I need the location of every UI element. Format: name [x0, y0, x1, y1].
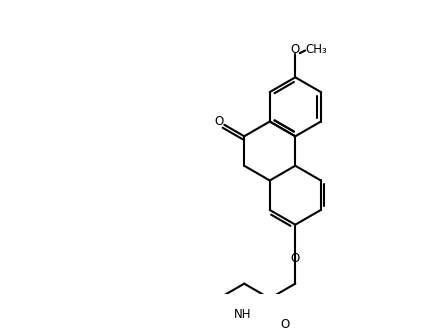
- Text: O: O: [280, 318, 289, 328]
- Text: CH₃: CH₃: [306, 43, 327, 56]
- Text: O: O: [214, 115, 223, 128]
- Text: NH: NH: [234, 308, 251, 320]
- Text: O: O: [291, 252, 300, 265]
- Text: O: O: [291, 43, 300, 56]
